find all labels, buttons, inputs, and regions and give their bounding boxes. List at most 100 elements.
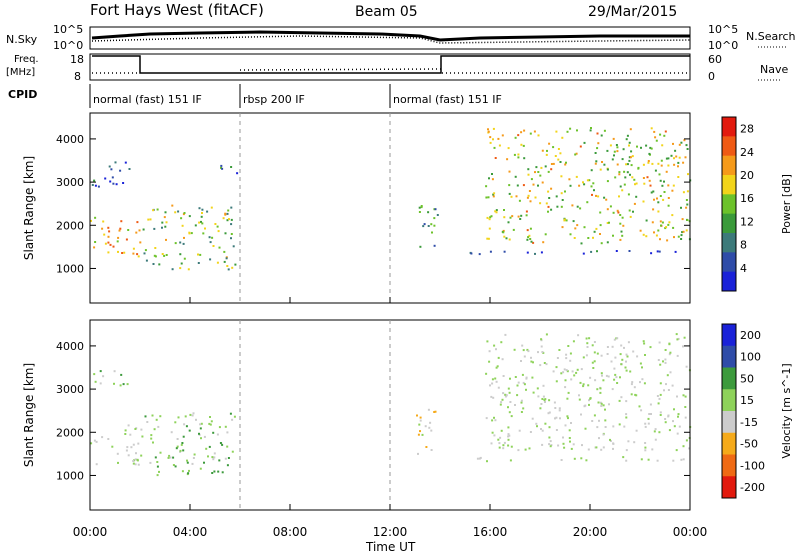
noise-search-label: N.Search <box>746 30 796 43</box>
y-axis-label: Slant Range [km] <box>22 156 36 260</box>
y-tick-label: 1000 <box>56 262 84 275</box>
colorbar-swatch <box>722 117 736 137</box>
colorbar-swatch <box>722 136 736 157</box>
freq-left-tick-top: 18 <box>70 53 84 66</box>
echo-region <box>144 412 236 477</box>
noise-sky-trace <box>91 30 690 42</box>
x-tick-label: 04:00 <box>173 525 208 539</box>
beam-label: Beam 05 <box>355 4 418 20</box>
colorbar: 4 8 12 16 20 24 28 Power [dB] <box>721 116 793 292</box>
freq-label-line2: [MHz] <box>6 67 35 78</box>
colorbar-swatch <box>722 213 736 234</box>
x-tick-label: 00:00 <box>673 525 708 539</box>
nave-right-tick-top: 60 <box>708 53 722 66</box>
nave-right-tick-bottom: 0 <box>708 70 715 83</box>
colorbar-label: Velocity [m s^-1] <box>780 363 793 458</box>
echo-region <box>476 456 685 463</box>
freq-label-line1: Freq. <box>14 54 39 65</box>
colorbar-tick-label: 16 <box>740 192 754 205</box>
noise-left-tick-bottom: 10^0 <box>53 39 83 52</box>
noise-right-tick-bottom: 10^0 <box>708 39 738 52</box>
y-tick-label: 3000 <box>56 383 84 396</box>
colorbar-tick-label: -50 <box>740 438 758 451</box>
echo-region <box>90 216 142 258</box>
colorbar-tick-label: 28 <box>740 123 754 136</box>
colorbar-frame <box>721 323 737 499</box>
y-tick-label: 1000 <box>56 469 84 482</box>
time-axis-label: Time UT <box>365 540 416 554</box>
colorbar-tick-label: -200 <box>740 481 765 494</box>
colorbar-swatch <box>722 476 736 499</box>
y-tick-label: 4000 <box>56 340 84 353</box>
colorbar-swatch <box>722 324 736 347</box>
echo-region <box>90 424 144 466</box>
colorbar-tick-label: 24 <box>740 146 754 159</box>
radar-title: Fort Hays West (fitACF) <box>90 1 264 19</box>
colorbar-tick-label: 100 <box>740 351 761 364</box>
colorbar-swatch <box>722 155 736 176</box>
colorbar-swatch <box>722 411 736 434</box>
y-tick-label: 3000 <box>56 176 84 189</box>
colorbar-tick-label: -100 <box>740 459 765 472</box>
echo-region <box>93 370 129 387</box>
echo-region <box>220 164 239 175</box>
colorbar-swatch <box>722 345 736 368</box>
echo-region <box>418 205 439 248</box>
noise-left-tick-top: 10^5 <box>53 23 83 36</box>
colorbar-swatch <box>722 389 736 412</box>
freq-left-tick-bottom: 8 <box>74 70 81 83</box>
colorbar-frame <box>721 116 737 292</box>
nave-label: Nave <box>760 63 788 76</box>
cpid-segment-label: normal (fast) 151 IF <box>93 93 202 106</box>
noise-panel: N.Sky 10^5 10^0 10^5 10^0 N.Search <box>6 23 796 52</box>
y-tick-label: 2000 <box>56 219 84 232</box>
colorbar-swatch <box>722 454 736 477</box>
echo-region <box>91 161 131 188</box>
cpid-bar: CPID normal (fast) 151 IF rbsp 200 IF norm… <box>8 84 502 108</box>
cpid-label: CPID <box>8 88 37 101</box>
colorbar-swatch <box>722 194 736 215</box>
x-tick-label: 20:00 <box>573 525 608 539</box>
freq-panel: Freq. [MHz] 18 8 60 0 Nave <box>6 53 788 83</box>
x-tick-label: 08:00 <box>273 525 308 539</box>
colorbar-swatch <box>722 233 736 253</box>
noise-sky-label: N.Sky <box>6 33 38 46</box>
x-tick-label: 12:00 <box>373 525 408 539</box>
colorbar-swatch <box>722 271 736 292</box>
colorbar-swatch <box>722 432 736 455</box>
colorbar-tick-label: 15 <box>740 394 754 407</box>
colorbar-swatch <box>722 175 736 195</box>
x-tick-label: 16:00 <box>473 525 508 539</box>
colorbar-tick-label: 200 <box>740 329 761 342</box>
colorbar-tick-label: -15 <box>740 416 758 429</box>
y-tick-label: 4000 <box>56 133 84 146</box>
cpid-segment-label: rbsp 200 IF <box>243 93 305 106</box>
colorbar-tick-label: 8 <box>740 239 747 252</box>
echo-region <box>485 127 692 245</box>
noise-search-trace <box>91 35 691 44</box>
freq-trace <box>92 55 690 74</box>
noise-right-tick-top: 10^5 <box>708 23 738 36</box>
power-panel: 1000 2000 3000 4000 Slant Range [km] 4 8 12 16 20… <box>22 112 793 304</box>
echo-region <box>485 333 692 452</box>
colorbar-swatch <box>722 252 736 273</box>
echo-region <box>416 408 437 455</box>
colorbar-tick-label: 20 <box>740 169 754 182</box>
echo-region <box>142 204 237 271</box>
y-axis-label: Slant Range [km] <box>22 363 36 467</box>
velocity-panel: 1000 2000 3000 4000 Slant Range [km] 200 100 50… <box>22 319 793 511</box>
colorbar-label: Power [dB] <box>780 174 793 234</box>
colorbar-swatch <box>722 367 736 390</box>
y-tick-label: 2000 <box>56 426 84 439</box>
echo-region <box>469 250 677 256</box>
date-label: 29/Mar/2015 <box>588 4 677 20</box>
x-tick-label: 00:00 <box>73 525 108 539</box>
colorbar-tick-label: 50 <box>740 372 754 385</box>
colorbar-tick-label: 12 <box>740 215 754 228</box>
time-axis: 00:00 04:00 08:00 12:00 16:00 20:00 00:00 <box>73 525 708 539</box>
cpid-segment-label: normal (fast) 151 IF <box>393 93 502 106</box>
nave-trace <box>92 68 690 74</box>
colorbar: 200 100 50 15 -15 -50 -100 -200 Velocity [m s^-1… <box>721 323 793 499</box>
colorbar-tick-label: 4 <box>740 262 747 275</box>
